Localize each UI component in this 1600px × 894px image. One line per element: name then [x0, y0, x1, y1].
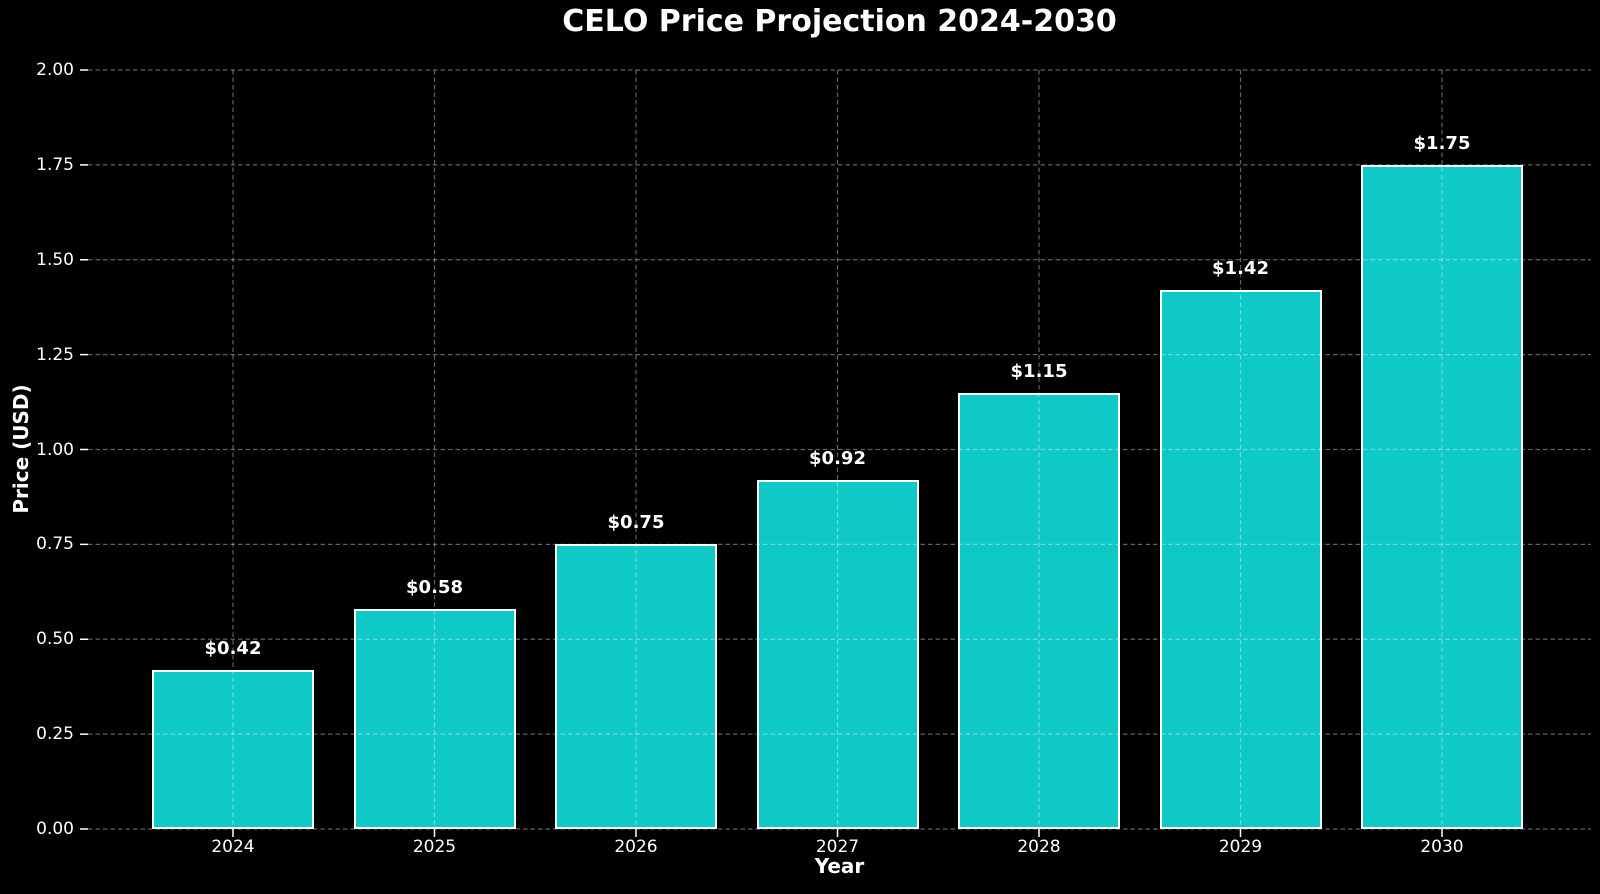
x-tick-label-2024: 2024	[211, 837, 255, 857]
bar-value-label-2026: $0.75	[607, 512, 665, 534]
x-tick-label-2028: 2028	[1017, 837, 1061, 857]
bar-2030	[1361, 164, 1523, 829]
y-tick-label-1.50: 1.50	[36, 249, 74, 270]
y-tick-label-0.25: 0.25	[36, 724, 74, 745]
bar-value-label-2028: $1.15	[1010, 360, 1068, 382]
bar-value-label-2027: $0.92	[809, 447, 866, 469]
y-tick-label-1.00: 1.00	[36, 439, 74, 460]
bar-2024	[152, 669, 314, 829]
bar-2026	[555, 544, 717, 829]
bar-value-label-2030: $1.75	[1413, 132, 1471, 154]
bar-value-label-2025: $0.58	[406, 576, 463, 598]
bar-value-label-2029: $1.42	[1212, 258, 1269, 280]
x-axis-label: Year	[814, 854, 865, 878]
y-tick-label-1.25: 1.25	[36, 344, 74, 365]
chart-title: CELO Price Projection 2024-2030	[562, 4, 1117, 39]
bar-2028	[958, 392, 1120, 829]
x-tick-label-2025: 2025	[412, 837, 457, 857]
x-tick-label-2029: 2029	[1218, 837, 1263, 857]
x-tick-label-2027: 2027	[815, 837, 860, 857]
bar-2029	[1159, 290, 1322, 829]
y-tick-label-0.50: 0.50	[36, 629, 74, 650]
y-tick-label-0.00: 0.00	[36, 819, 74, 839]
bar-2027	[756, 479, 919, 829]
bar-2025	[353, 608, 516, 829]
y-tick-label-1.75: 1.75	[36, 154, 74, 175]
y-tick-label-2.00: 2.00	[36, 60, 74, 80]
bar-value-label-2024: $0.42	[204, 637, 262, 659]
y-tick-label-0.75: 0.75	[36, 534, 74, 555]
x-tick-label-2030: 2030	[1420, 837, 1464, 857]
x-tick-label-2026: 2026	[614, 837, 658, 857]
